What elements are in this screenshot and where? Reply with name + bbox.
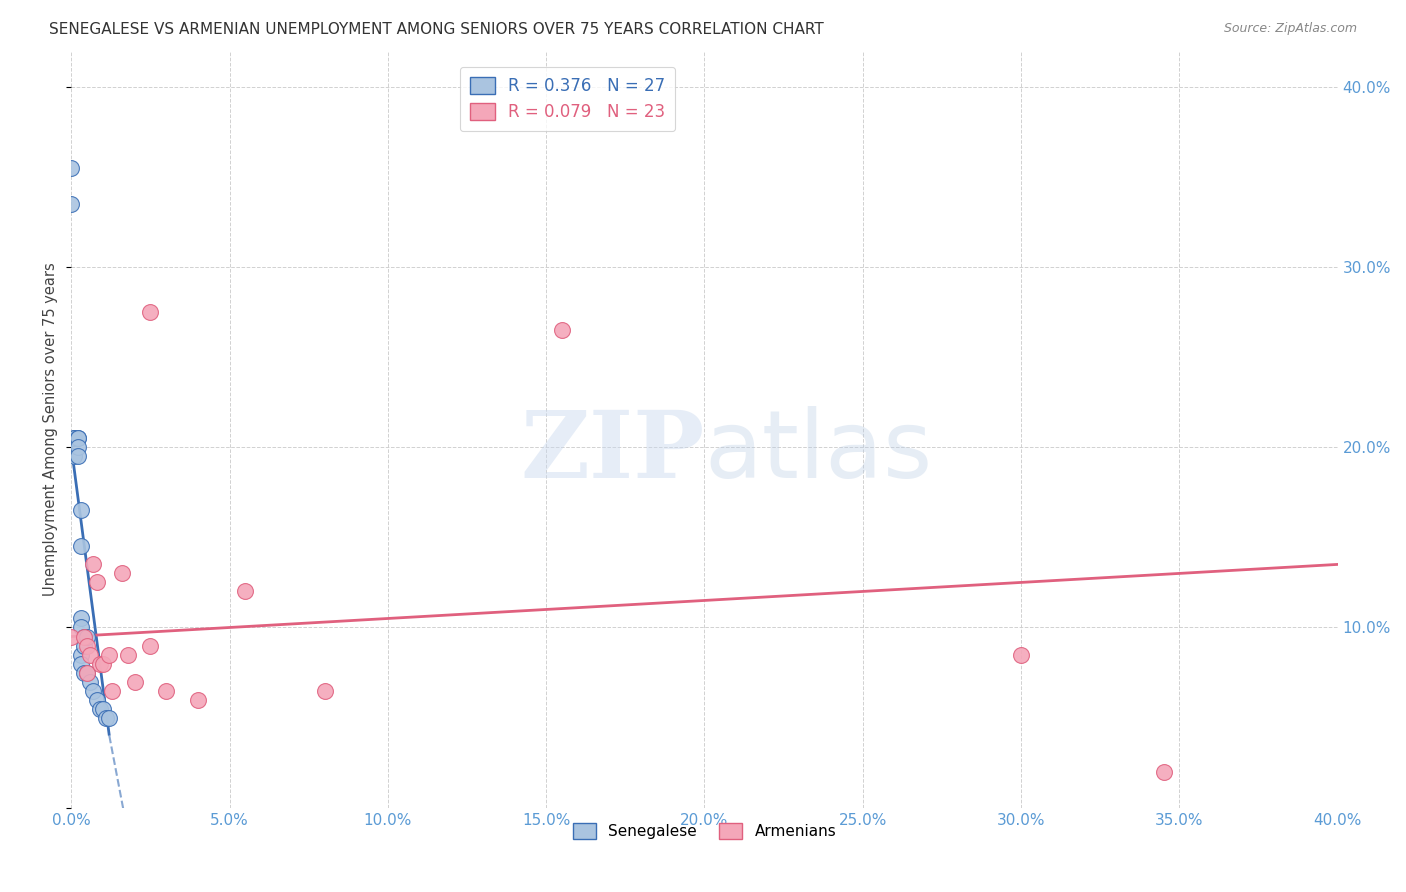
- Point: [76, 665, 98, 680]
- Point: [89, 701, 111, 715]
- Text: Source: ZipAtlas.com: Source: ZipAtlas.com: [1223, 22, 1357, 36]
- Point: [60, 197, 83, 211]
- Point: [187, 692, 209, 706]
- Point: [73, 630, 96, 644]
- Text: atlas: atlas: [704, 406, 932, 498]
- Point: [86, 575, 108, 590]
- Text: ZIP: ZIP: [520, 407, 704, 497]
- Point: [63, 431, 86, 445]
- Legend: Senegalese, Armenians: Senegalese, Armenians: [567, 817, 842, 846]
- Point: [101, 683, 124, 698]
- Point: [73, 639, 96, 653]
- Point: [98, 711, 121, 725]
- Point: [60, 630, 83, 644]
- Point: [79, 674, 101, 689]
- Point: [63, 431, 86, 445]
- Point: [1153, 764, 1175, 779]
- Point: [94, 711, 117, 725]
- Point: [73, 630, 96, 644]
- Point: [69, 503, 91, 517]
- Point: [69, 648, 91, 662]
- Point: [1010, 648, 1032, 662]
- Point: [155, 683, 177, 698]
- Text: SENEGALESE VS ARMENIAN UNEMPLOYMENT AMONG SENIORS OVER 75 YEARS CORRELATION CHAR: SENEGALESE VS ARMENIAN UNEMPLOYMENT AMON…: [49, 22, 824, 37]
- Y-axis label: Unemployment Among Seniors over 75 years: Unemployment Among Seniors over 75 years: [44, 262, 58, 596]
- Point: [63, 449, 86, 463]
- Point: [69, 611, 91, 625]
- Point: [69, 540, 91, 554]
- Point: [551, 323, 574, 337]
- Point: [66, 431, 89, 445]
- Point: [91, 701, 114, 715]
- Point: [86, 692, 108, 706]
- Point: [139, 639, 162, 653]
- Point: [76, 630, 98, 644]
- Point: [76, 639, 98, 653]
- Point: [76, 665, 98, 680]
- Point: [73, 665, 96, 680]
- Point: [111, 566, 134, 581]
- Point: [66, 449, 89, 463]
- Point: [82, 558, 104, 572]
- Point: [89, 657, 111, 671]
- Point: [69, 657, 91, 671]
- Point: [60, 161, 83, 175]
- Point: [79, 648, 101, 662]
- Point: [139, 305, 162, 319]
- Point: [235, 584, 257, 599]
- Point: [66, 431, 89, 445]
- Point: [314, 683, 336, 698]
- Point: [124, 674, 146, 689]
- Point: [66, 440, 89, 454]
- Point: [91, 657, 114, 671]
- Point: [98, 648, 121, 662]
- Point: [117, 648, 139, 662]
- Point: [82, 683, 104, 698]
- Point: [69, 620, 91, 634]
